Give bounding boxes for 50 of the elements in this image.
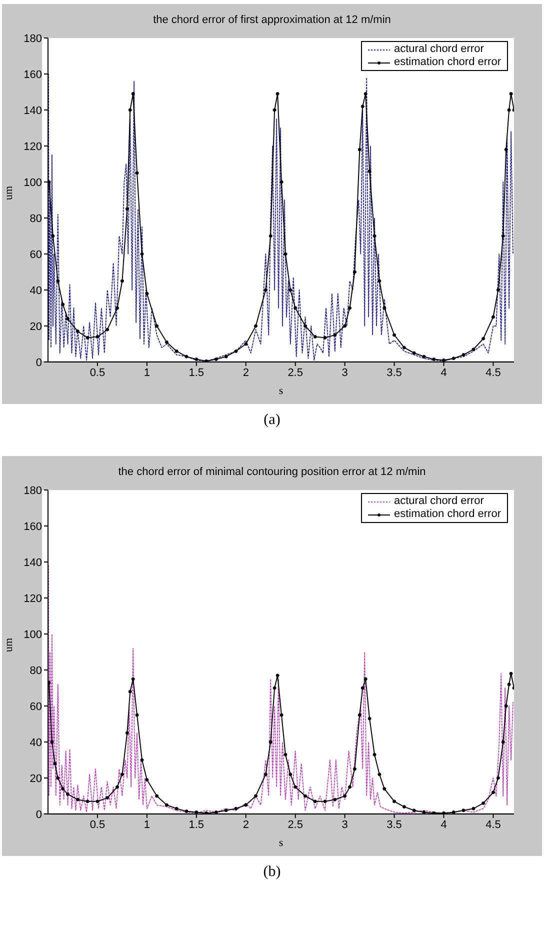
y-tick-label: 80 bbox=[30, 664, 42, 677]
y-axis-title: um bbox=[2, 638, 15, 652]
y-tick-label: 120 bbox=[24, 140, 42, 153]
x-tick-label: 4.5 bbox=[486, 366, 501, 379]
x-tick-label: 1 bbox=[144, 818, 150, 831]
x-tick-label: 3 bbox=[342, 818, 348, 831]
y-tick-label: 80 bbox=[30, 212, 42, 225]
legend-label: estimation chord error bbox=[394, 508, 501, 521]
y-tick-label: 0 bbox=[36, 356, 42, 369]
legend-label: actural chord error bbox=[394, 495, 484, 508]
x-tick-label: 1.5 bbox=[188, 818, 204, 831]
x-tick-label: 2.5 bbox=[288, 818, 303, 831]
y-tick-label: 160 bbox=[24, 520, 42, 533]
chart-title: the chord error of first approximation at 12 m/min bbox=[152, 14, 392, 26]
x-tick-label: 4 bbox=[440, 366, 447, 379]
y-tick-label: 60 bbox=[30, 248, 42, 261]
y-tick-label: 100 bbox=[24, 176, 42, 189]
x-axis-title: s bbox=[278, 385, 284, 397]
x-tick-label: 1 bbox=[144, 366, 150, 379]
chart-title: the chord error of minimal contouring position error at 12 m/min bbox=[117, 466, 427, 478]
x-axis-title: s bbox=[278, 837, 284, 849]
x-tick-label: 3 bbox=[342, 366, 348, 379]
x-tick-label: 2.5 bbox=[288, 366, 303, 379]
y-tick-label: 160 bbox=[24, 68, 42, 81]
x-tick-label: 3.5 bbox=[386, 818, 402, 831]
x-tick-label: 1.5 bbox=[188, 366, 204, 379]
legend-label: actural chord error bbox=[394, 43, 484, 56]
x-tick-label: 4.5 bbox=[486, 818, 501, 831]
text: (b) bbox=[262, 863, 282, 882]
y-axis-title: um bbox=[2, 186, 15, 200]
y-tick-label: 120 bbox=[24, 592, 42, 605]
y-tick-label: 140 bbox=[24, 556, 42, 569]
x-tick-label: 0.5 bbox=[90, 818, 106, 831]
legend-label: estimation chord error bbox=[394, 56, 501, 69]
y-tick-label: 180 bbox=[24, 484, 42, 497]
text: (a) bbox=[262, 411, 282, 430]
y-tick-label: 100 bbox=[24, 628, 42, 641]
x-tick-label: 0.5 bbox=[90, 366, 106, 379]
x-tick-label: 3.5 bbox=[386, 366, 402, 379]
y-tick-label: 20 bbox=[30, 320, 42, 333]
y-tick-label: 20 bbox=[30, 772, 42, 785]
y-tick-label: 0 bbox=[36, 808, 42, 821]
y-tick-label: 140 bbox=[24, 104, 42, 117]
y-tick-label: 60 bbox=[30, 700, 42, 713]
x-tick-label: 2 bbox=[242, 366, 249, 379]
x-tick-label: 4 bbox=[440, 818, 447, 831]
y-tick-label: 40 bbox=[30, 736, 42, 749]
y-tick-label: 180 bbox=[24, 32, 42, 45]
x-tick-label: 2 bbox=[242, 818, 249, 831]
y-tick-label: 40 bbox=[30, 284, 42, 297]
